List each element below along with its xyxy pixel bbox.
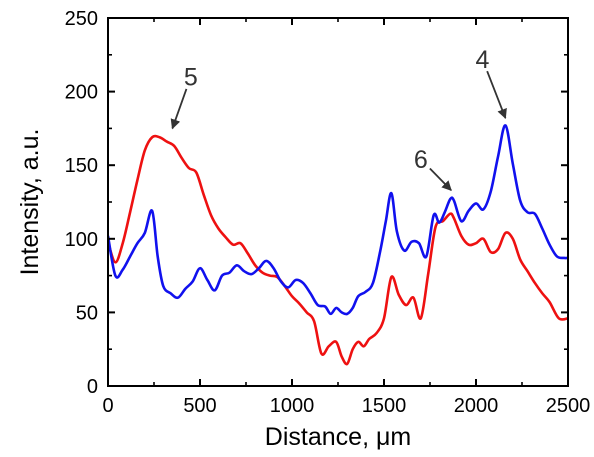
x-tick-label: 1000 — [270, 395, 315, 417]
annotation-arrow — [486, 70, 507, 120]
y-tick-label: 150 — [65, 155, 98, 177]
x-axis-title: Distance, μm — [265, 423, 411, 451]
y-tick-label: 250 — [65, 8, 98, 30]
series-line-1 — [108, 134, 568, 366]
y-tick-label: 200 — [65, 82, 98, 104]
y-tick-label: 100 — [65, 229, 98, 251]
annotation-arrow — [170, 88, 188, 130]
annotation-label: 5 — [184, 64, 198, 92]
annotation-label: 4 — [475, 46, 489, 74]
x-tick-label: 2500 — [546, 395, 591, 417]
plot-frame — [107, 17, 569, 387]
x-tick-label: 500 — [183, 395, 216, 417]
y-tick-label: 0 — [87, 376, 98, 398]
y-tick-label: 50 — [76, 302, 98, 324]
series-line-2 — [108, 124, 568, 316]
annotation-label: 6 — [414, 146, 428, 174]
x-tick-label: 2000 — [454, 395, 499, 417]
x-tick-label: 1500 — [362, 395, 407, 417]
x-tick-label: 0 — [102, 395, 113, 417]
y-axis-title: Intensity, a.u. — [16, 129, 44, 276]
annotation-arrow — [429, 167, 452, 191]
